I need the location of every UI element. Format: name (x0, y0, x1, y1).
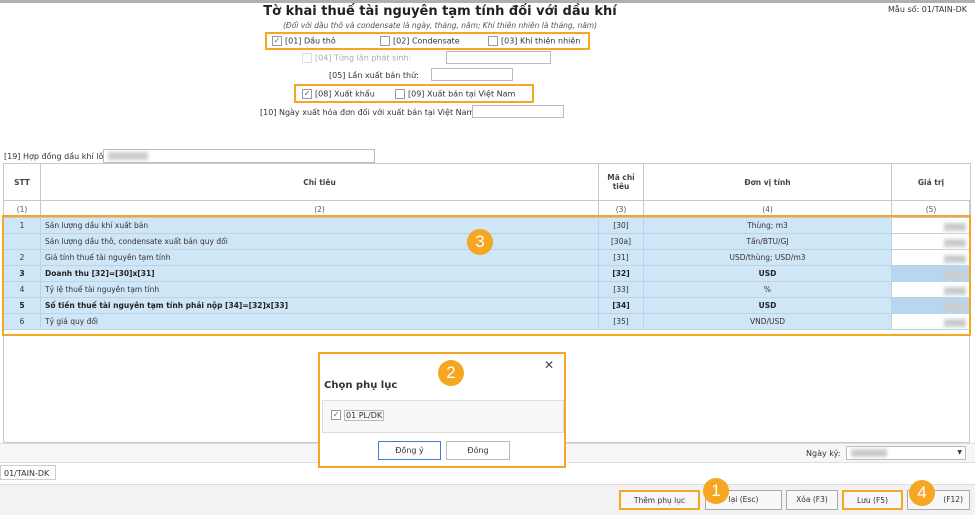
form-title: Tờ khai thuế tài nguyên tạm tính đối với… (263, 4, 617, 19)
checkbox-icon[interactable]: ✓ (331, 410, 341, 420)
checkbox-02[interactable]: [02] Condensate (380, 36, 460, 46)
form-code: Mẫu số: 01/TAIN-DK (888, 5, 967, 14)
checkbox-09[interactable]: [09] Xuất bán tại Việt Nam (395, 89, 515, 99)
cell-stt: 1 (3, 217, 41, 234)
column-header: Đơn vị tính (643, 163, 892, 201)
blurred-value (944, 319, 966, 327)
cell-name: Sản lượng dầu thô, condensate xuất bán q… (40, 233, 599, 250)
column-header: Chỉ tiêu (40, 163, 599, 201)
field-04-input[interactable] (446, 51, 551, 64)
blurred-value (944, 223, 966, 231)
field-10-input[interactable] (472, 105, 564, 118)
appendix-item[interactable]: ✓ 01 PL/DK (331, 409, 385, 421)
declaration-table: STT Chỉ tiêu Mã chỉ tiêu Đơn vị tính Giá trị… (3, 163, 971, 330)
step-badge-3: 3 (467, 229, 493, 255)
checkbox-icon[interactable]: ✓ (302, 89, 312, 99)
cell-unit: VND/USD (643, 313, 892, 330)
value-input[interactable] (891, 249, 971, 266)
step-badge-1: 1 (703, 478, 729, 504)
value-input[interactable] (891, 313, 971, 330)
cell-stt: 5 (3, 297, 41, 314)
checkbox-08[interactable]: ✓ [08] Xuất khẩu (302, 89, 375, 99)
blurred-value (108, 152, 148, 160)
column-header: Giá trị (891, 163, 971, 201)
value-input[interactable] (891, 233, 971, 250)
ok-button[interactable]: Đồng ý (378, 441, 441, 460)
cell-code: [33] (598, 281, 644, 298)
checkbox-04[interactable]: [04] Từng lần phát sinh: (302, 53, 411, 63)
sign-date-select[interactable]: ▼ (846, 446, 966, 460)
chevron-down-icon[interactable]: ▼ (957, 449, 962, 456)
blurred-value (851, 449, 887, 457)
table-row: 4 Tỷ lệ thuế tài nguyên tạm tính [33]% (3, 281, 971, 298)
cell-unit: USD (643, 265, 892, 282)
cell-code: [30] (598, 217, 644, 234)
cell-stt: 3 (3, 265, 41, 282)
blurred-value (944, 287, 966, 295)
table-row: 1 Sản lượng dầu khí xuất bán [30] Thùng; m3 (3, 217, 971, 234)
label-05: [05] Lần xuất bán thứ: (329, 71, 419, 80)
cell-code: [35] (598, 313, 644, 330)
cell-name: Tỷ lệ thuế tài nguyên tạm tính (40, 281, 599, 298)
label: [03] Khí thiên nhiên (501, 36, 581, 46)
column-header: Mã chỉ tiêu (598, 163, 644, 201)
label-10: [10] Ngày xuất hóa đơn đối với xuất bán … (260, 108, 478, 117)
contract-input[interactable] (103, 149, 375, 163)
checkbox-icon[interactable] (380, 36, 390, 46)
step-badge-2: 2 (438, 360, 464, 386)
blurred-value (944, 271, 966, 279)
choose-appendix-dialog: ✕ 2 Chọn phụ lục ✓ 01 PL/DK Đồng ý Đóng (318, 352, 566, 468)
label: [08] Xuất khẩu (315, 89, 375, 99)
label: [02] Condensate (393, 36, 460, 46)
highlight-box (2, 215, 971, 336)
cell-stt: 6 (3, 313, 41, 330)
table-row: Sản lượng dầu thô, condensate xuất bán q… (3, 233, 971, 250)
table-row: 6 Tỷ giá quy đổi [35] VND/USD (3, 313, 971, 330)
checkbox-icon[interactable]: ✓ (272, 36, 282, 46)
value-input[interactable] (891, 297, 971, 314)
close-button[interactable]: Đóng (446, 441, 510, 460)
label: [04] Từng lần phát sinh: (315, 53, 412, 63)
label: [01] Dầu thô (285, 36, 336, 46)
table-row: 3 Doanh thu [32]=[30]x[31] [32] USD (3, 265, 971, 282)
highlight-box (265, 32, 590, 50)
tab-01-tain-dk[interactable]: 01/TAIN-DK (0, 465, 56, 480)
checkbox-03[interactable]: [03] Khí thiên nhiên (488, 36, 580, 46)
save-button[interactable]: Lưu (F5) (842, 490, 903, 510)
cell-name: Tỷ giá quy đổi (40, 313, 599, 330)
column-header: STT (3, 163, 41, 201)
label: 01 PL/DK (344, 409, 385, 421)
checkbox-icon[interactable] (488, 36, 498, 46)
dialog-title: Chọn phụ lục (324, 380, 398, 391)
cell-name: Giá tính thuế tài nguyên tạm tính (40, 249, 599, 266)
step-badge-4: 4 (909, 480, 935, 506)
appendix-list: ✓ 01 PL/DK (322, 400, 564, 433)
sign-date-label: Ngày ký: (806, 449, 841, 458)
blurred-value (944, 239, 966, 247)
checkbox-01[interactable]: ✓ [01] Dầu thô (272, 36, 336, 46)
blurred-value (944, 255, 966, 263)
blurred-value (944, 303, 966, 311)
top-border (0, 0, 975, 3)
cell-code: [34] (598, 297, 644, 314)
delete-button[interactable]: Xóa (F3) (786, 490, 838, 510)
field-05-input[interactable] (431, 68, 513, 81)
close-icon[interactable]: ✕ (543, 358, 554, 372)
label: [09] Xuất bán tại Việt Nam (408, 89, 516, 99)
value-input[interactable] (891, 281, 971, 298)
checkbox-icon[interactable] (395, 89, 405, 99)
form-subtitle: (Đối với dầu thô và condensate là ngày, … (282, 21, 598, 30)
label-19: [19] Hợp đồng dầu khí lô: (4, 152, 107, 161)
highlight-box (294, 84, 534, 103)
add-appendix-button[interactable]: Thêm phụ lục (619, 490, 700, 510)
checkbox-icon[interactable] (302, 53, 312, 63)
cell-unit: Thùng; m3 (643, 217, 892, 234)
